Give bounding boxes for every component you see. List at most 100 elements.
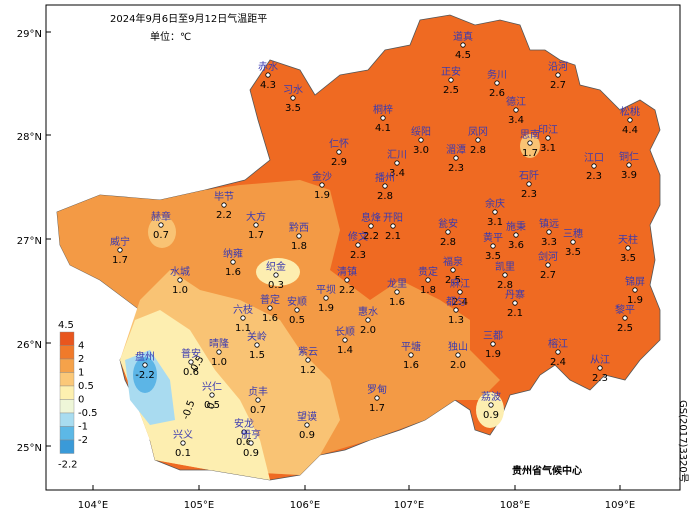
station-name: 凤冈 — [468, 126, 488, 138]
station-value: 2.0 — [360, 325, 376, 336]
station-name: 黎平 — [615, 303, 635, 316]
station-name: 剑河 — [538, 250, 558, 263]
legend-swatch — [59, 385, 75, 400]
legend-min: -2.2 — [58, 460, 78, 471]
station-value: 2.3 — [448, 163, 464, 174]
station-dot — [425, 277, 431, 283]
station-value: 2.5 — [617, 323, 633, 334]
station-value: 1.4 — [337, 345, 353, 356]
station-value: 0.5 — [204, 400, 220, 411]
station-dot — [570, 239, 576, 245]
station-dot — [455, 352, 461, 358]
station-value: 1.8 — [420, 285, 436, 296]
station-dot — [490, 243, 496, 249]
station-dot — [365, 317, 371, 323]
station-value: 0.6 — [236, 437, 252, 448]
station-value: 0.9 — [483, 410, 499, 421]
station-name: 务川 — [487, 68, 507, 81]
station-value: 4.5 — [455, 50, 471, 61]
station-name: 纳雍 — [223, 247, 243, 260]
zone-0-0_5 — [476, 392, 504, 428]
station-name: 福泉 — [443, 255, 463, 268]
station-value: 0.6 — [183, 367, 199, 378]
station-name: 丹寨 — [505, 288, 525, 301]
legend-swatch — [59, 331, 75, 346]
station-value: 0.1 — [175, 448, 191, 459]
station-name: 天柱 — [618, 233, 638, 246]
station-dot — [209, 392, 215, 398]
station-value: 1.6 — [403, 360, 419, 371]
station-name: 湄潭 — [446, 144, 466, 156]
y-tick-label: 28°N — [17, 132, 42, 143]
station-name: 瓮安 — [438, 217, 458, 230]
station-value: 2.5 — [443, 85, 459, 96]
station-dot — [267, 305, 273, 311]
station-name: 兴仁 — [202, 381, 222, 393]
station-value: 1.9 — [627, 295, 643, 306]
station-dot — [117, 247, 123, 253]
station-dot — [248, 440, 254, 446]
station-name: 毕节 — [214, 190, 234, 203]
station-value: 2.8 — [497, 280, 513, 291]
station-dot — [622, 315, 628, 321]
station-dot — [488, 402, 494, 408]
station-dot — [555, 72, 561, 78]
station-dot — [216, 349, 222, 355]
station-name: 金沙 — [312, 170, 332, 183]
station-value: 1.6 — [225, 267, 241, 278]
station-name: 盘州 — [135, 350, 155, 363]
station-dot — [158, 222, 164, 228]
station-dot — [494, 80, 500, 86]
station-dot — [241, 429, 247, 435]
legend-label: -0.5 — [78, 408, 98, 419]
station-name: 锦屏 — [625, 275, 645, 288]
station-dot — [453, 307, 459, 313]
station-dot — [475, 137, 481, 143]
zone-0_5-1 — [520, 134, 540, 158]
station-dot — [502, 272, 508, 278]
station-dot — [626, 162, 632, 168]
station-name: 平塘 — [401, 340, 421, 353]
station-value: 1.6 — [262, 313, 278, 324]
station-value: 2.1 — [385, 231, 401, 242]
station-dot — [450, 267, 456, 273]
station-dot — [304, 422, 310, 428]
station-name: 德江 — [506, 95, 526, 108]
station-value: 2.8 — [377, 191, 393, 202]
contour-label: 0 — [205, 401, 218, 411]
map-title: 2024年9月6日至9月12日气温距平 — [110, 12, 267, 25]
station-dot — [546, 229, 552, 235]
station-value: 4.1 — [375, 123, 391, 134]
station-name: 习水 — [283, 84, 303, 96]
station-dot — [460, 42, 466, 48]
station-value: 2.3 — [350, 250, 366, 261]
station-name: 安顺 — [287, 295, 307, 308]
station-name: 三都 — [483, 330, 503, 342]
station-name: 仁怀 — [329, 138, 349, 150]
station-value: 1.1 — [235, 323, 251, 334]
legend-swatch — [59, 399, 75, 414]
station-dot — [177, 277, 183, 283]
station-name: 荔波 — [481, 390, 501, 403]
station-value: 3.5 — [485, 251, 501, 262]
station-name: 晴隆 — [209, 337, 229, 350]
station-dot — [323, 295, 329, 301]
station-value: 3.6 — [508, 240, 524, 251]
station-name: 平坝 — [316, 284, 336, 296]
station-value: 0.5 — [289, 315, 305, 326]
station-value: 1.3 — [448, 315, 464, 326]
station-value: 2.8 — [440, 237, 456, 248]
station-dot — [545, 135, 551, 141]
legend-swatch — [59, 372, 75, 387]
station-dot — [394, 160, 400, 166]
station-name: 独山 — [448, 340, 468, 353]
station-value: 1.2 — [300, 365, 316, 376]
x-tick-label: 107°E — [394, 500, 424, 511]
legend-swatch — [59, 412, 75, 427]
y-tick-label: 25°N — [17, 443, 42, 454]
station-dot — [319, 182, 325, 188]
station-value: 0.7 — [250, 405, 266, 416]
station-name: 镇远 — [539, 217, 559, 230]
station-name: 兴义 — [173, 429, 193, 441]
